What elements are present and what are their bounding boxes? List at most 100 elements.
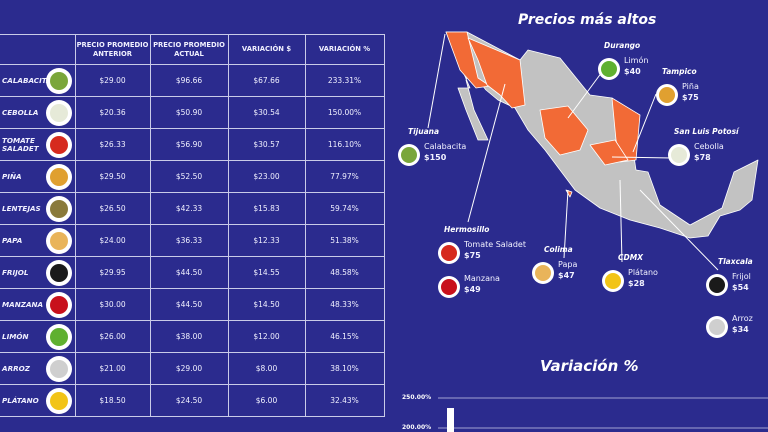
callout-label: Cebolla $78	[694, 141, 724, 163]
callout-product: Calabacita	[424, 142, 467, 151]
product-cell: PIÑA	[0, 160, 76, 193]
callout-price: $150	[424, 153, 447, 162]
callout-product: Plátano	[628, 268, 658, 277]
table-row: MANZANA $30.00 $44.50 $14.50 48.33%	[0, 288, 385, 321]
current-price: $29.00	[149, 352, 229, 385]
callout-price: $75	[464, 251, 481, 260]
callout-label: Frijol $54	[732, 271, 751, 293]
variation-percent: 77.97%	[304, 160, 385, 193]
potato-icon	[45, 228, 72, 254]
callout-price: $47	[558, 271, 575, 280]
product-cell: CEBOLLA	[0, 96, 76, 129]
zucchini-icon	[45, 68, 72, 94]
tomato-icon	[45, 132, 72, 158]
column-header: PRECIO PROMEDIO ANTERIOR	[74, 34, 151, 65]
callout-label: Tomate Saladet $75	[464, 239, 526, 261]
product-icon	[438, 242, 460, 264]
variation-percent: 150.00%	[304, 96, 385, 129]
callout-product: Tomate Saladet	[464, 240, 526, 249]
table-row: TOMATE SALADET $26.33 $56.90 $30.57 116.…	[0, 128, 385, 161]
callout-city: Tampico	[662, 67, 697, 76]
product-cell: PLÁTANO	[0, 384, 76, 417]
callout-product: Cebolla	[694, 142, 724, 151]
product-name: CALABACITA	[2, 75, 52, 85]
variation-amount: $14.50	[227, 288, 306, 321]
callout-price: $75	[682, 93, 699, 102]
callout-product: Papa	[558, 260, 578, 269]
product-icon	[602, 270, 624, 292]
lime-icon	[45, 324, 72, 350]
beans-icon	[45, 260, 72, 286]
product-icon	[706, 316, 728, 338]
table-row: ARROZ $21.00 $29.00 $8.00 38.10%	[0, 352, 385, 385]
callout-label: Manzana $49	[464, 273, 500, 295]
variation-amount: $14.55	[227, 256, 306, 289]
rice-icon	[45, 356, 72, 382]
product-cell: MANZANA	[0, 288, 76, 321]
product-name: ARROZ	[2, 363, 30, 373]
y-tick-label: 200.00%	[402, 424, 432, 431]
durango-state	[539, 105, 589, 156]
y-tick-label: 250.00%	[402, 394, 432, 401]
previous-price: $18.50	[74, 384, 151, 417]
banana-icon	[45, 388, 72, 414]
previous-price: $20.36	[74, 96, 151, 129]
product-icon	[438, 276, 460, 298]
map-title: Precios más altos	[518, 12, 657, 28]
product-name: TOMATE SALADET	[2, 135, 39, 153]
table-row: PIÑA $29.50 $52.50 $23.00 77.97%	[0, 160, 385, 193]
product-name: LIMÓN	[2, 331, 29, 341]
chart-title: Variación %	[540, 357, 639, 375]
variation-amount: $12.33	[227, 224, 306, 257]
callout-label: Papa $47	[558, 259, 577, 281]
slp-state	[589, 139, 629, 166]
variation-amount: $8.00	[227, 352, 306, 385]
variation-amount: $6.00	[227, 384, 306, 417]
callout-label: Calabacita $150	[424, 141, 466, 163]
product-name: CEBOLLA	[2, 107, 39, 117]
product-cell: PAPA	[0, 224, 76, 257]
table-row: LENTEJAS $26.50 $42.33 $15.83 59.74%	[0, 192, 385, 225]
product-icon	[598, 58, 620, 80]
pineapple-icon	[45, 164, 72, 190]
previous-price: $24.00	[74, 224, 151, 257]
lentils-icon	[45, 196, 72, 222]
column-header: PRECIO PROMEDIO ACTUAL	[149, 34, 229, 65]
callout-city: CDMX	[618, 253, 643, 262]
variation-percent: 48.33%	[304, 288, 385, 321]
product-icon	[668, 144, 690, 166]
variation-percent: 32.43%	[304, 384, 385, 417]
column-header: VARIACIÓN %	[304, 34, 385, 65]
callout-city: Hermosillo	[444, 225, 490, 234]
onion-icon	[45, 100, 72, 126]
sonora-state	[467, 37, 526, 109]
current-price: $38.00	[149, 320, 229, 353]
previous-price: $26.00	[74, 320, 151, 353]
product-name: PAPA	[2, 235, 23, 245]
product-name: PIÑA	[2, 171, 22, 181]
variation-amount: $23.00	[227, 160, 306, 193]
callout-city: Tijuana	[408, 127, 440, 136]
callout-product: Arroz	[732, 314, 753, 323]
table-header-row: PRECIO PROMEDIO ANTERIOR PRECIO PROMEDIO …	[0, 34, 385, 65]
variation-percent: 233.31%	[304, 64, 385, 97]
product-icon	[656, 84, 678, 106]
callout-product: Frijol	[732, 272, 751, 281]
current-price: $44.50	[149, 288, 229, 321]
callout-label: Piña $75	[682, 81, 699, 103]
variation-percent: 38.10%	[304, 352, 385, 385]
product-name: MANZANA	[2, 299, 44, 309]
callout-price: $28	[628, 279, 645, 288]
callout-city: Tlaxcala	[718, 257, 753, 266]
callout-label: Limón $40	[624, 55, 648, 77]
product-name: PLÁTANO	[2, 395, 39, 405]
table-row: PLÁTANO $18.50 $24.50 $6.00 32.43%	[0, 384, 385, 417]
previous-price: $26.50	[74, 192, 151, 225]
callout-product: Limón	[624, 56, 649, 65]
callout-price: $78	[694, 153, 711, 162]
product-icon	[706, 274, 728, 296]
callout-price: $34	[732, 325, 749, 334]
current-price: $44.50	[149, 256, 229, 289]
